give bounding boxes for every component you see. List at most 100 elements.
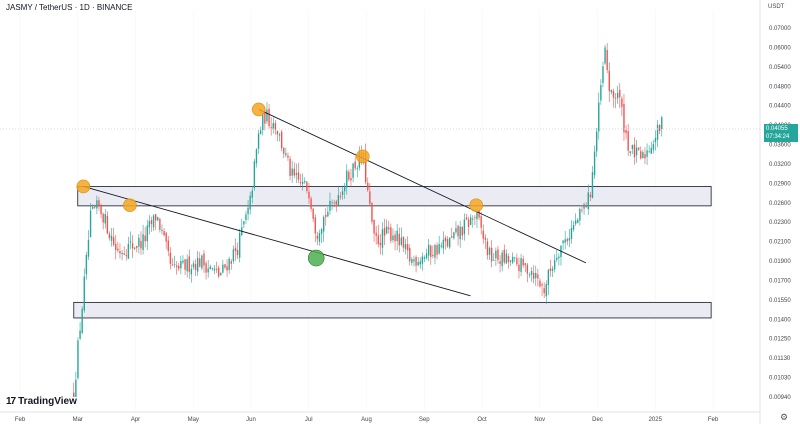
candle-body — [203, 253, 205, 266]
time-axis-tick-label: Mar — [73, 417, 83, 423]
candlestick-series — [73, 43, 663, 397]
candle-body — [488, 247, 491, 255]
candle-body — [656, 124, 659, 140]
time-axis-tick-label: Nov — [534, 417, 545, 423]
candle-body — [144, 235, 146, 242]
candle-body — [598, 102, 600, 132]
candle-body — [364, 151, 367, 183]
candle-body — [188, 256, 190, 272]
candle-body — [564, 239, 566, 243]
price-axis-tick-label: 0.01030 — [769, 376, 791, 382]
candle-body — [169, 252, 172, 264]
time-axis-tick-label: Sep — [419, 417, 430, 423]
time-axis[interactable]: Feb Mar Apr May Jun Jul Aug Sep Oct Nov Dec 2025 Feb — [15, 417, 719, 423]
candle-body — [446, 239, 449, 247]
candle-body — [411, 259, 413, 263]
candle-body — [96, 200, 98, 209]
candle-body — [631, 145, 634, 149]
candle-body — [322, 217, 325, 232]
candle-body — [419, 261, 421, 265]
candle-body — [535, 272, 537, 279]
candle-body — [148, 221, 151, 228]
candle-body — [646, 150, 648, 157]
candle-body — [423, 257, 426, 259]
candle-body — [276, 130, 279, 135]
candle-body — [301, 181, 304, 184]
candle-body — [245, 214, 247, 220]
candle-body — [398, 233, 400, 246]
candle-body — [413, 259, 415, 262]
price-axis[interactable]: 0.07000 0.06000 0.05400 0.04800 0.04400 0.040… — [769, 26, 791, 401]
support-resistance-zones — [73, 186, 712, 319]
candle-body — [543, 288, 545, 294]
candle-body — [333, 202, 335, 204]
candle-body — [297, 172, 300, 180]
candle-body — [226, 266, 228, 271]
current-price-badge: 0.04055 07:34:24 — [764, 124, 798, 142]
candle-body — [635, 147, 638, 156]
candle-body — [623, 103, 625, 133]
candle-body — [522, 258, 524, 266]
candle-body — [249, 195, 251, 210]
gear-icon[interactable]: ⚙ — [780, 412, 789, 422]
candle-body — [308, 191, 310, 199]
candle-body — [136, 245, 138, 248]
candle-body — [520, 258, 522, 272]
symbol-title[interactable]: JASMY / TetherUS · 1D · BINANCE — [6, 3, 133, 12]
candle-body — [629, 151, 631, 153]
candle-body — [350, 178, 352, 181]
candle-body — [587, 192, 589, 210]
candle-body — [474, 217, 476, 219]
candle-body — [343, 185, 346, 192]
candle-body — [616, 92, 619, 99]
price-zone — [77, 186, 712, 207]
candle-body — [621, 98, 623, 107]
candle-body — [495, 250, 497, 259]
candle-body — [266, 109, 268, 122]
candle-body — [352, 163, 354, 178]
candle-body — [417, 261, 419, 266]
candle-body — [606, 50, 608, 70]
orange-circle-marker — [469, 198, 484, 213]
candle-body — [247, 207, 249, 215]
candle-body — [190, 268, 193, 275]
candle-body — [182, 260, 184, 263]
candle-body — [228, 258, 230, 271]
candle-body — [442, 239, 445, 249]
candle-body — [537, 274, 539, 279]
candle-body — [600, 85, 602, 101]
candle-body — [379, 242, 382, 246]
candle-body — [115, 243, 117, 250]
candle-body — [339, 196, 342, 197]
candle-body — [121, 253, 123, 255]
candle-body — [409, 247, 411, 262]
price-axis-tick-label: 0.01400 — [769, 317, 791, 323]
candle-body — [556, 257, 558, 260]
candle-body — [117, 248, 119, 251]
candle-body — [102, 213, 104, 223]
candle-body — [152, 215, 155, 228]
tradingview-logo[interactable]: 17 TradingView — [6, 394, 77, 408]
candle-body — [87, 239, 90, 257]
candle-body — [255, 149, 258, 164]
candle-body — [486, 241, 489, 256]
candle-body — [289, 158, 291, 177]
candle-body — [331, 202, 333, 204]
candle-body — [434, 245, 436, 258]
currency-label[interactable]: USDT — [768, 4, 785, 10]
candle-body — [251, 190, 253, 198]
candle-body — [371, 203, 373, 222]
time-axis-tick-label: 2025 — [649, 417, 663, 423]
candle-body — [402, 236, 405, 248]
candle-body — [627, 131, 629, 151]
time-axis-tick-label: Feb — [708, 417, 719, 423]
candle-body — [478, 210, 480, 218]
price-axis-tick-label: 0.02100 — [769, 240, 791, 246]
candle-body — [640, 151, 642, 159]
candle-body — [507, 256, 510, 263]
candle-body — [81, 308, 83, 333]
candle-body — [320, 229, 323, 234]
orange-circle-marker — [251, 102, 266, 117]
price-axis-tick-label: 0.01130 — [769, 356, 791, 362]
